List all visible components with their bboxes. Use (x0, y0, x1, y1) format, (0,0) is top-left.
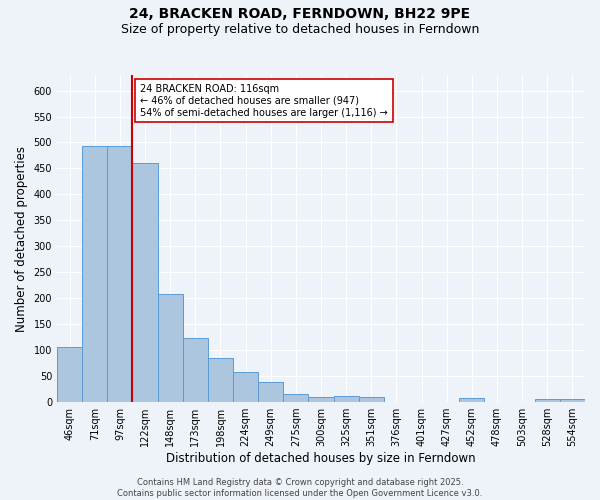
Bar (233, 372, 258, 402)
Bar (82, 146, 107, 402)
Bar (107, 146, 133, 402)
Text: Size of property relative to detached houses in Ferndown: Size of property relative to detached ho… (121, 22, 479, 36)
Bar (359, 397, 384, 402)
Y-axis label: Number of detached properties: Number of detached properties (15, 146, 28, 332)
Bar (560, 400, 585, 402)
Bar (183, 338, 208, 402)
Bar (283, 394, 308, 402)
Bar (57, 346, 82, 402)
Bar (535, 400, 560, 402)
Bar (133, 164, 158, 402)
Text: 24, BRACKEN ROAD, FERNDOWN, BH22 9PE: 24, BRACKEN ROAD, FERNDOWN, BH22 9PE (130, 8, 470, 22)
Text: Contains HM Land Registry data © Crown copyright and database right 2025.
Contai: Contains HM Land Registry data © Crown c… (118, 478, 482, 498)
Bar (308, 398, 334, 402)
X-axis label: Distribution of detached houses by size in Ferndown: Distribution of detached houses by size … (166, 452, 476, 465)
Bar (258, 382, 283, 402)
Text: 24 BRACKEN ROAD: 116sqm
← 46% of detached houses are smaller (947)
54% of semi-d: 24 BRACKEN ROAD: 116sqm ← 46% of detache… (140, 84, 388, 117)
Bar (208, 358, 233, 402)
Bar (459, 398, 484, 402)
Bar (158, 294, 183, 402)
Bar (334, 396, 359, 402)
